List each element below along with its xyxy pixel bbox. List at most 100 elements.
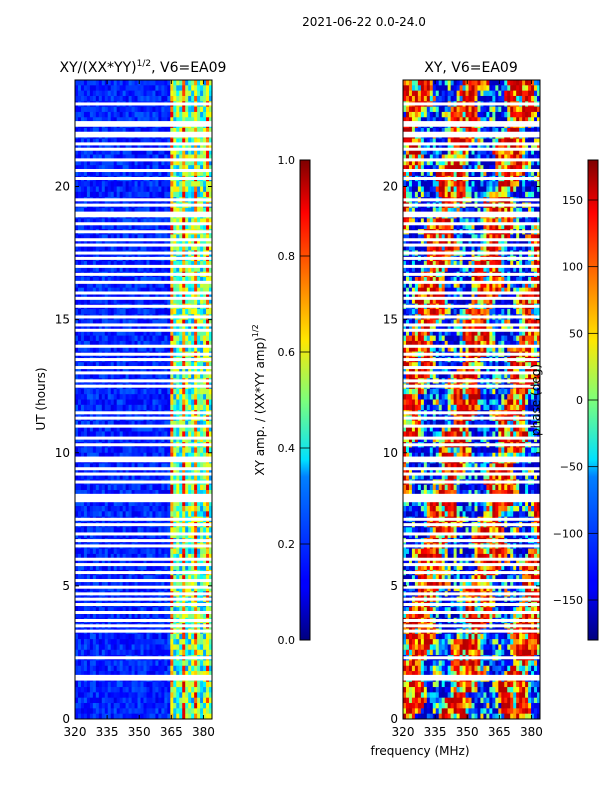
amplitude-cell xyxy=(143,452,147,459)
amplitude-cell xyxy=(140,106,144,113)
amplitude-cell xyxy=(158,207,162,214)
amplitude-cell xyxy=(80,474,85,480)
amplitude-cell xyxy=(134,468,138,475)
amplitude-cell xyxy=(206,261,210,267)
amplitude-cell xyxy=(161,106,165,113)
amplitude-cell xyxy=(200,95,204,102)
amplitude-cell xyxy=(75,330,79,336)
amplitude-cell xyxy=(101,319,106,326)
amplitude-cell xyxy=(101,293,106,299)
amplitude-cell xyxy=(113,80,118,86)
amplitude-cell xyxy=(77,277,82,283)
amplitude-cell xyxy=(158,234,162,241)
amplitude-cell xyxy=(137,170,141,177)
amplitude-cell xyxy=(188,527,192,534)
amplitude-cell xyxy=(185,564,189,571)
amplitude-cell xyxy=(164,298,168,305)
amplitude-cell xyxy=(179,436,183,443)
amplitude-cell xyxy=(176,154,180,161)
amplitude-cell xyxy=(128,266,132,273)
amplitude-cell xyxy=(140,111,144,118)
amplitude-cell xyxy=(92,426,97,432)
amplitude-cell xyxy=(107,532,112,539)
amplitude-cell xyxy=(131,218,135,225)
amplitude-cell xyxy=(125,80,130,86)
amplitude-cell xyxy=(149,277,153,283)
amplitude-cell xyxy=(197,511,201,518)
amplitude-cell xyxy=(104,293,109,299)
amplitude-cell xyxy=(149,111,153,118)
amplitude-cell xyxy=(140,239,144,246)
amplitude-cell xyxy=(98,367,103,374)
amplitude-cell xyxy=(194,575,198,581)
amplitude-cell xyxy=(209,308,212,315)
amplitude-cell xyxy=(203,362,207,368)
amplitude-cell xyxy=(86,612,91,619)
amplitude-cell xyxy=(146,564,150,571)
amplitude-cell xyxy=(155,372,159,379)
amplitude-cell xyxy=(140,138,144,145)
amplitude-cell xyxy=(89,362,94,368)
amplitude-cell xyxy=(128,532,132,539)
amplitude-cell xyxy=(92,191,97,198)
amplitude-cell xyxy=(134,532,138,539)
amplitude-cell xyxy=(89,426,94,432)
amplitude-cell xyxy=(116,564,121,571)
amplitude-cell xyxy=(80,117,85,124)
amplitude-cell xyxy=(113,165,118,171)
amplitude-cell xyxy=(200,277,204,283)
amplitude-cell xyxy=(98,149,103,155)
amplitude-cell xyxy=(92,607,97,613)
amplitude-cell xyxy=(188,511,192,518)
amplitude-cell xyxy=(92,340,97,347)
amplitude-cell xyxy=(107,511,112,518)
amplitude-cell xyxy=(95,553,100,560)
amplitude-cell xyxy=(146,90,150,97)
amplitude-cell xyxy=(104,154,109,161)
amplitude-cell xyxy=(194,149,198,155)
amplitude-cell xyxy=(206,463,210,470)
amplitude-cell xyxy=(107,527,112,534)
amplitude-cell xyxy=(122,154,127,161)
amplitude-cell xyxy=(119,308,124,315)
amplitude-cell xyxy=(95,548,100,555)
amplitude-cell xyxy=(122,223,127,230)
amplitude-cell xyxy=(191,585,195,592)
amplitude-cell xyxy=(200,506,204,512)
amplitude-cell xyxy=(194,394,198,400)
amplitude-cell xyxy=(122,95,127,102)
amplitude-cell xyxy=(167,218,171,225)
amplitude-cell xyxy=(134,340,138,347)
amplitude-cell xyxy=(149,340,153,347)
amplitude-cell xyxy=(188,165,192,171)
amplitude-cell xyxy=(125,575,130,581)
amplitude-cell xyxy=(197,223,201,230)
amplitude-cell xyxy=(113,293,118,299)
amplitude-cell xyxy=(194,293,198,299)
amplitude-cell xyxy=(113,644,118,651)
amplitude-cell xyxy=(119,143,124,150)
amplitude-cell xyxy=(125,191,130,198)
amplitude-cell xyxy=(104,111,109,118)
amplitude-cell xyxy=(173,165,177,171)
amplitude-cell xyxy=(104,388,109,395)
amplitude-cell xyxy=(86,340,91,347)
amplitude-cell xyxy=(170,511,174,518)
amplitude-cell xyxy=(122,335,127,342)
amplitude-cell xyxy=(89,261,94,267)
amplitude-cell xyxy=(179,447,183,454)
amplitude-cell xyxy=(206,484,210,491)
amplitude-cell xyxy=(149,223,153,230)
amplitude-cell xyxy=(158,511,162,518)
amplitude-cell xyxy=(119,511,124,518)
amplitude-cell xyxy=(167,85,171,92)
amplitude-cell xyxy=(95,468,100,475)
amplitude-cell xyxy=(98,548,103,555)
amplitude-cell xyxy=(137,420,141,427)
amplitude-cell xyxy=(143,95,147,102)
amplitude-cell xyxy=(179,431,183,438)
amplitude-cell xyxy=(173,431,177,438)
amplitude-cell xyxy=(104,207,109,214)
amplitude-cell xyxy=(104,186,109,193)
amplitude-cell xyxy=(206,154,210,161)
